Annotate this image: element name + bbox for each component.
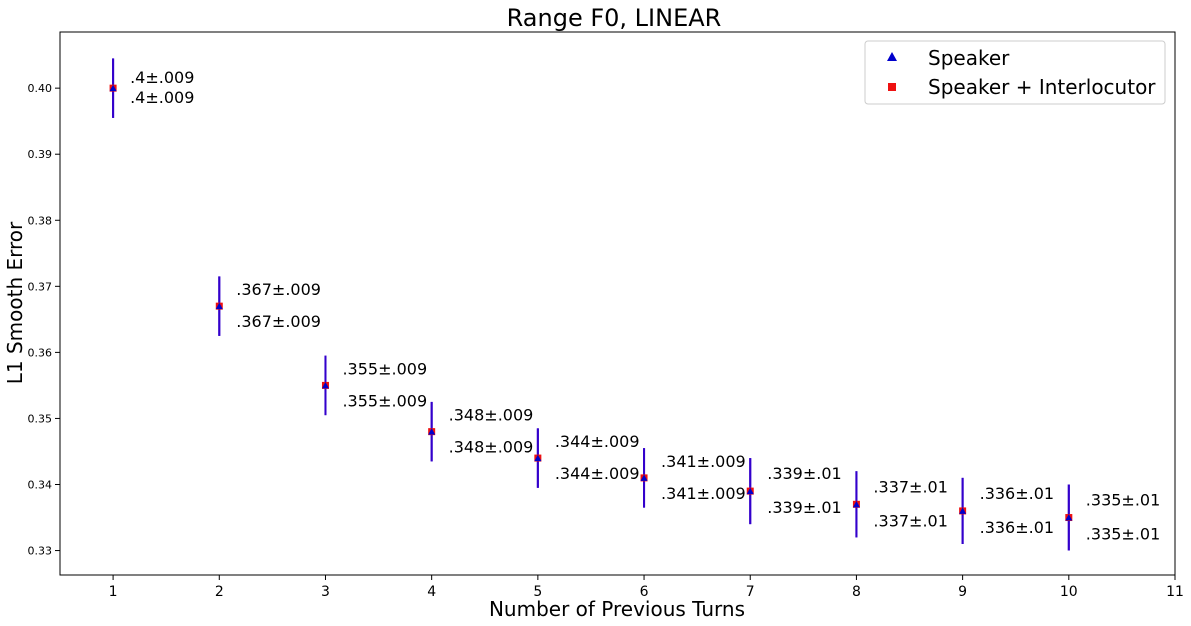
y-tick-label: 0.40 <box>28 82 53 95</box>
y-tick-label: 0.33 <box>28 545 53 558</box>
x-tick-label: 6 <box>640 584 649 600</box>
y-tick-label: 0.39 <box>28 148 53 161</box>
y-tick-label: 0.34 <box>28 479 53 492</box>
marker-speaker <box>215 302 223 310</box>
legend: Speaker Speaker + Interlocutor <box>864 40 1166 105</box>
y-axis: 0.33 0.34 0.35 0.36 0.37 0.38 0.39 0.40 <box>28 82 60 558</box>
legend-square-icon <box>888 83 896 91</box>
marker-speaker <box>534 454 542 462</box>
annotation-speaker-interlocutor: .344±.009 <box>555 464 640 483</box>
y-tick-label: 0.38 <box>28 214 53 227</box>
annotation-speaker-interlocutor: .348±.009 <box>449 438 534 457</box>
data-markers <box>109 84 1073 522</box>
y-axis-label: L1 Smooth Error <box>3 221 27 384</box>
annotation-speaker-interlocutor: .341±.009 <box>661 484 746 503</box>
annotation-speaker: .355±.009 <box>342 359 427 378</box>
legend-box <box>864 40 1166 105</box>
legend-label-speaker-interlocutor: Speaker + Interlocutor <box>928 75 1156 99</box>
y-tick-label: 0.35 <box>28 412 53 425</box>
annotation-speaker-interlocutor: .367±.009 <box>236 312 321 331</box>
plot-frame <box>59 31 1176 576</box>
annotation-speaker-interlocutor: .355±.009 <box>342 391 427 410</box>
marker-speaker <box>428 428 436 435</box>
legend-label-speaker: Speaker <box>928 46 1010 70</box>
x-axis-label: Number of Previous Turns <box>489 597 745 621</box>
marker-speaker <box>109 84 117 92</box>
marker-speaker <box>959 507 967 514</box>
annotation-speaker: .367±.009 <box>236 280 321 299</box>
marker-speaker <box>321 381 329 389</box>
y-tick-label: 0.37 <box>28 280 53 293</box>
x-tick-label: 4 <box>427 584 436 600</box>
annotation-speaker-interlocutor: .4±.009 <box>130 88 194 107</box>
annotation-speaker-interlocutor: .339±.01 <box>767 498 841 517</box>
x-tick-label: 9 <box>958 584 967 600</box>
x-tick-label: 5 <box>533 584 542 600</box>
y-tick-label: 0.36 <box>28 346 53 359</box>
annotation-speaker: .337±.01 <box>873 477 947 496</box>
annotation-speaker: .339±.01 <box>767 464 841 483</box>
x-tick-label: 2 <box>215 584 224 600</box>
annotation-speaker: .348±.009 <box>449 406 534 425</box>
annotation-speaker: .341±.009 <box>661 452 746 471</box>
annotations: .4±.009.4±.009 .367±.009 .367±.009 .355±.00… <box>130 68 1160 543</box>
annotation-speaker-interlocutor: .337±.01 <box>873 511 947 530</box>
x-tick-label: 3 <box>321 584 330 600</box>
x-tick-label: 10 <box>1060 584 1078 600</box>
annotation-speaker: .336±.01 <box>980 484 1054 503</box>
annotation-speaker-interlocutor: .336±.01 <box>980 518 1054 537</box>
annotation-speaker: .4±.009 <box>130 68 194 87</box>
marker-speaker <box>746 487 754 495</box>
x-axis: 1 2 3 4 5 6 7 8 9 10 11 <box>109 575 1184 600</box>
x-tick-label: 7 <box>746 584 755 600</box>
legend-triangle-icon <box>887 52 897 61</box>
annotation-speaker: .335±.01 <box>1086 491 1160 510</box>
marker-speaker <box>1065 514 1073 521</box>
annotation-speaker-interlocutor: .335±.01 <box>1086 525 1160 544</box>
x-tick-label: 1 <box>109 584 118 600</box>
x-tick-label: 8 <box>852 584 861 600</box>
x-tick-label: 11 <box>1166 584 1184 600</box>
chart-title: Range F0, LINEAR <box>507 4 722 32</box>
marker-speaker <box>852 500 860 508</box>
annotation-speaker: .344±.009 <box>555 432 640 451</box>
marker-speaker <box>640 474 648 481</box>
